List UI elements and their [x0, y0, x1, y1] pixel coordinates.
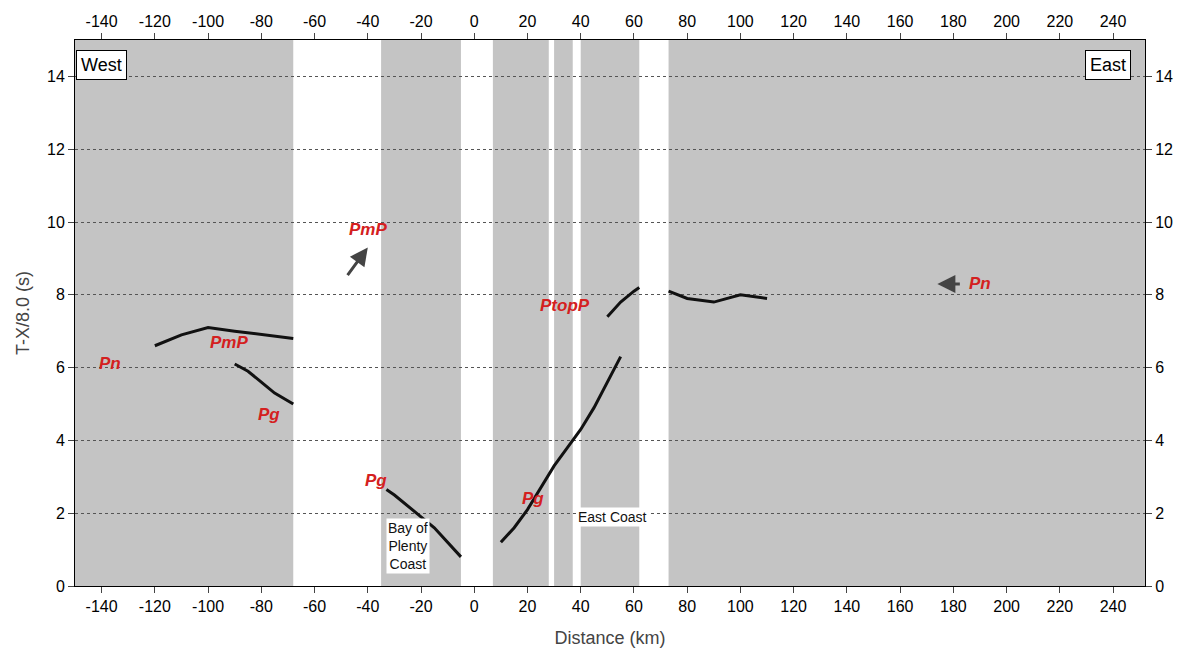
svg-text:200: 200 [993, 598, 1020, 615]
svg-text:Pg: Pg [258, 405, 280, 424]
svg-text:4: 4 [1155, 432, 1164, 449]
svg-text:0: 0 [1155, 578, 1164, 595]
svg-text:West: West [81, 55, 122, 75]
svg-text:Pg: Pg [365, 471, 387, 490]
svg-text:4: 4 [56, 432, 65, 449]
svg-text:-100: -100 [192, 598, 224, 615]
svg-text:12: 12 [47, 141, 65, 158]
svg-text:20: 20 [519, 13, 537, 30]
svg-text:0: 0 [470, 13, 479, 30]
svg-text:6: 6 [1155, 359, 1164, 376]
svg-text:100: 100 [727, 13, 754, 30]
svg-text:60: 60 [625, 13, 643, 30]
svg-text:East: East [1090, 55, 1126, 75]
svg-text:-80: -80 [250, 13, 273, 30]
svg-text:-140: -140 [86, 598, 118, 615]
svg-text:200: 200 [993, 13, 1020, 30]
svg-text:180: 180 [940, 598, 967, 615]
svg-text:220: 220 [1046, 13, 1073, 30]
svg-text:12: 12 [1155, 141, 1173, 158]
svg-text:6: 6 [56, 359, 65, 376]
svg-text:-120: -120 [139, 13, 171, 30]
svg-text:140: 140 [834, 13, 861, 30]
svg-text:80: 80 [678, 598, 696, 615]
svg-text:160: 160 [887, 13, 914, 30]
svg-text:120: 120 [780, 13, 807, 30]
svg-text:Bay ofPlentyCoast: Bay ofPlentyCoast [388, 520, 428, 572]
svg-text:20: 20 [519, 598, 537, 615]
svg-text:0: 0 [470, 598, 479, 615]
svg-text:-20: -20 [409, 598, 432, 615]
svg-text:80: 80 [678, 13, 696, 30]
svg-text:-120: -120 [139, 598, 171, 615]
svg-text:-40: -40 [356, 13, 379, 30]
svg-text:220: 220 [1046, 598, 1073, 615]
svg-text:-60: -60 [303, 13, 326, 30]
svg-text:14: 14 [47, 68, 65, 85]
svg-text:2: 2 [56, 505, 65, 522]
svg-text:T-X/8.0 (s): T-X/8.0 (s) [13, 271, 33, 355]
svg-text:Pn: Pn [99, 354, 121, 373]
svg-text:Pn: Pn [969, 274, 991, 293]
svg-text:0: 0 [56, 578, 65, 595]
svg-text:10: 10 [1155, 214, 1173, 231]
svg-text:10: 10 [47, 214, 65, 231]
svg-text:140: 140 [834, 598, 861, 615]
svg-text:180: 180 [940, 13, 967, 30]
svg-text:-40: -40 [356, 598, 379, 615]
svg-text:60: 60 [625, 598, 643, 615]
svg-text:40: 40 [572, 13, 590, 30]
svg-text:2: 2 [1155, 505, 1164, 522]
svg-text:-60: -60 [303, 598, 326, 615]
svg-text:Distance (km): Distance (km) [554, 628, 665, 648]
svg-text:-140: -140 [86, 13, 118, 30]
svg-text:100: 100 [727, 598, 754, 615]
svg-text:120: 120 [780, 598, 807, 615]
svg-text:East Coast: East Coast [578, 509, 647, 525]
svg-text:40: 40 [572, 598, 590, 615]
svg-text:-100: -100 [192, 13, 224, 30]
svg-text:-80: -80 [250, 598, 273, 615]
svg-text:Pg: Pg [522, 489, 544, 508]
svg-text:PmP: PmP [349, 220, 387, 239]
svg-text:PmP: PmP [210, 333, 248, 352]
svg-text:PtopP: PtopP [540, 296, 590, 315]
svg-text:-20: -20 [409, 13, 432, 30]
svg-text:8: 8 [56, 286, 65, 303]
svg-text:240: 240 [1100, 598, 1127, 615]
svg-text:160: 160 [887, 598, 914, 615]
svg-text:14: 14 [1155, 68, 1173, 85]
svg-text:8: 8 [1155, 286, 1164, 303]
svg-text:240: 240 [1100, 13, 1127, 30]
